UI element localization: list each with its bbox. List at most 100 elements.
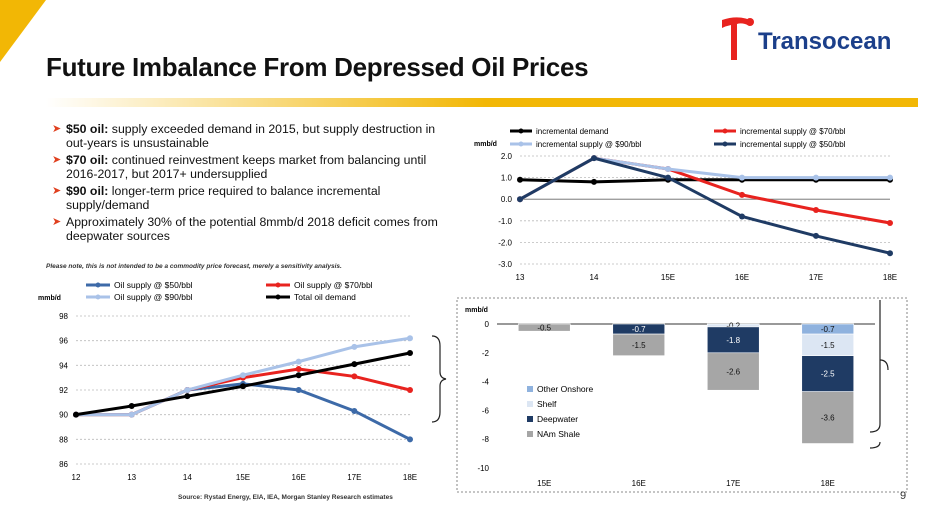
x-tick-label: 14 bbox=[590, 273, 599, 282]
data-label: -2.5 bbox=[821, 370, 835, 379]
x-tick-label: 15E bbox=[661, 273, 675, 282]
incremental-chart: mmb/d -3.0 -2.0 -1.0 0.0 1.0 2.0 13 14 15E 16E 17E 1… bbox=[474, 127, 897, 282]
legend-label: Total oil demand bbox=[294, 292, 356, 302]
series-line bbox=[519, 156, 891, 255]
legend-label: incremental supply @ $90/bbl bbox=[536, 140, 642, 149]
x-tick-label: 18E bbox=[821, 479, 835, 488]
bullet-item: ➤ $90 oil: longer-term price required to … bbox=[52, 184, 381, 212]
data-label: -0.7 bbox=[821, 325, 835, 334]
data-label: -1.5 bbox=[632, 341, 646, 350]
data-point bbox=[813, 174, 819, 181]
y-tick-label: -3.0 bbox=[498, 260, 512, 269]
x-tick-label: 13 bbox=[516, 273, 525, 282]
data-point bbox=[295, 387, 302, 393]
y-axis-label: mmb/d bbox=[465, 307, 488, 314]
arrow-bullet-icon: ➤ bbox=[52, 216, 62, 228]
page-number: 9 bbox=[900, 490, 907, 502]
legend-marker bbox=[518, 141, 524, 147]
data-point bbox=[739, 213, 745, 220]
bullet-item: ➤ Approximately 30% of the potential 8mmb… bbox=[52, 215, 438, 243]
data-point bbox=[351, 407, 358, 414]
y-tick-label: 98 bbox=[59, 312, 68, 321]
x-tick-label: 17E bbox=[809, 273, 823, 282]
y-tick-label: 92 bbox=[59, 386, 68, 395]
legend-marker bbox=[722, 128, 728, 134]
legend-label: NAm Shale bbox=[537, 429, 580, 439]
series-line bbox=[519, 178, 890, 184]
arrow-bullet-icon: ➤ bbox=[52, 185, 62, 197]
legend-marker bbox=[95, 282, 101, 288]
data-point bbox=[739, 191, 745, 198]
data-point bbox=[295, 372, 302, 379]
data-label: -1.5 bbox=[821, 341, 835, 350]
data-point bbox=[517, 176, 523, 183]
data-point bbox=[813, 207, 819, 213]
data-label: -0.7 bbox=[632, 325, 646, 334]
data-point bbox=[295, 366, 302, 373]
legend-label: Other Onshore bbox=[537, 384, 593, 394]
source-note: Source: Rystad Energy, EIA, IEA, Morgan … bbox=[178, 494, 393, 501]
data-point bbox=[407, 350, 413, 356]
logo-text: Transocean bbox=[758, 28, 892, 55]
y-tick-label: -6 bbox=[482, 406, 490, 415]
legend-marker bbox=[722, 141, 728, 147]
legend-swatch bbox=[527, 386, 533, 392]
legend-label: Shelf bbox=[537, 399, 557, 409]
legend-label: incremental supply @ $50/bbl bbox=[740, 140, 846, 149]
corner-accent bbox=[0, 0, 46, 62]
arrow-bullet-icon: ➤ bbox=[52, 154, 62, 166]
bar-segment bbox=[517, 323, 571, 332]
x-tick-label: 17E bbox=[726, 479, 740, 488]
data-point bbox=[665, 174, 671, 181]
y-tick-label: 0 bbox=[485, 320, 490, 329]
legend-label: Oil supply @ $70/bbl bbox=[294, 280, 373, 290]
legend-marker bbox=[518, 128, 524, 134]
data-point bbox=[887, 250, 893, 257]
data-point bbox=[351, 361, 358, 368]
data-point bbox=[184, 387, 191, 393]
data-point bbox=[73, 411, 79, 418]
y-tick-label: -2 bbox=[482, 349, 490, 358]
data-point bbox=[407, 436, 413, 443]
legend-swatch bbox=[527, 431, 533, 437]
data-point bbox=[813, 232, 819, 239]
y-tick-label: 1.0 bbox=[501, 174, 513, 183]
legend-swatch bbox=[527, 401, 533, 407]
bullet-item: ➤ $50 oil: supply exceeded demand in 2015… bbox=[52, 122, 436, 150]
logo-mark-icon bbox=[722, 17, 754, 60]
supply-demand-chart: mmb/d 86 88 90 92 94 96 98 12 13 14 15E 16E 17E 18E Oil… bbox=[38, 280, 417, 482]
data-point bbox=[591, 155, 597, 162]
x-tick-label: 16E bbox=[292, 473, 306, 482]
legend-label: Oil supply @ $90/bbl bbox=[114, 292, 193, 302]
x-tick-label: 17E bbox=[347, 473, 361, 482]
data-point bbox=[240, 383, 246, 390]
x-tick-label: 12 bbox=[72, 473, 81, 482]
legend-label: incremental supply @ $70/bbl bbox=[740, 127, 846, 136]
data-point bbox=[407, 387, 413, 393]
bar-segment bbox=[801, 391, 855, 444]
y-tick-label: -4 bbox=[482, 378, 490, 387]
legend-marker bbox=[275, 282, 281, 288]
data-point bbox=[407, 335, 413, 342]
y-axis-label: mmb/d bbox=[38, 295, 61, 302]
bullet-item: ➤ $70 oil: continued reinvestment keeps m… bbox=[52, 153, 427, 181]
x-tick-label: 18E bbox=[883, 273, 897, 282]
y-tick-label: -1.0 bbox=[498, 217, 512, 226]
legend-marker bbox=[95, 294, 101, 300]
bar-segment bbox=[612, 333, 666, 356]
data-label: -2.6 bbox=[726, 368, 740, 377]
bar-segment bbox=[801, 355, 855, 392]
data-label: -0.5 bbox=[537, 324, 551, 333]
deficit-bar-chart: mmb/d 0 -2 -4 -6 -8 -10 15E -0.5 16E -0.7 -1.5 17E -0… bbox=[456, 297, 908, 493]
data-point bbox=[351, 343, 358, 350]
y-tick-label: -8 bbox=[482, 435, 490, 444]
y-tick-label: 0.0 bbox=[501, 195, 513, 204]
page-title: Future Imbalance From Depressed Oil Pric… bbox=[46, 52, 589, 82]
data-point bbox=[517, 196, 523, 203]
x-tick-label: 13 bbox=[127, 473, 136, 482]
disclaimer-note: Please note, this is not intended to be … bbox=[46, 263, 342, 270]
x-tick-label: 18E bbox=[403, 473, 417, 482]
y-axis-label: mmb/d bbox=[474, 141, 497, 148]
legend-label: incremental demand bbox=[536, 127, 608, 136]
